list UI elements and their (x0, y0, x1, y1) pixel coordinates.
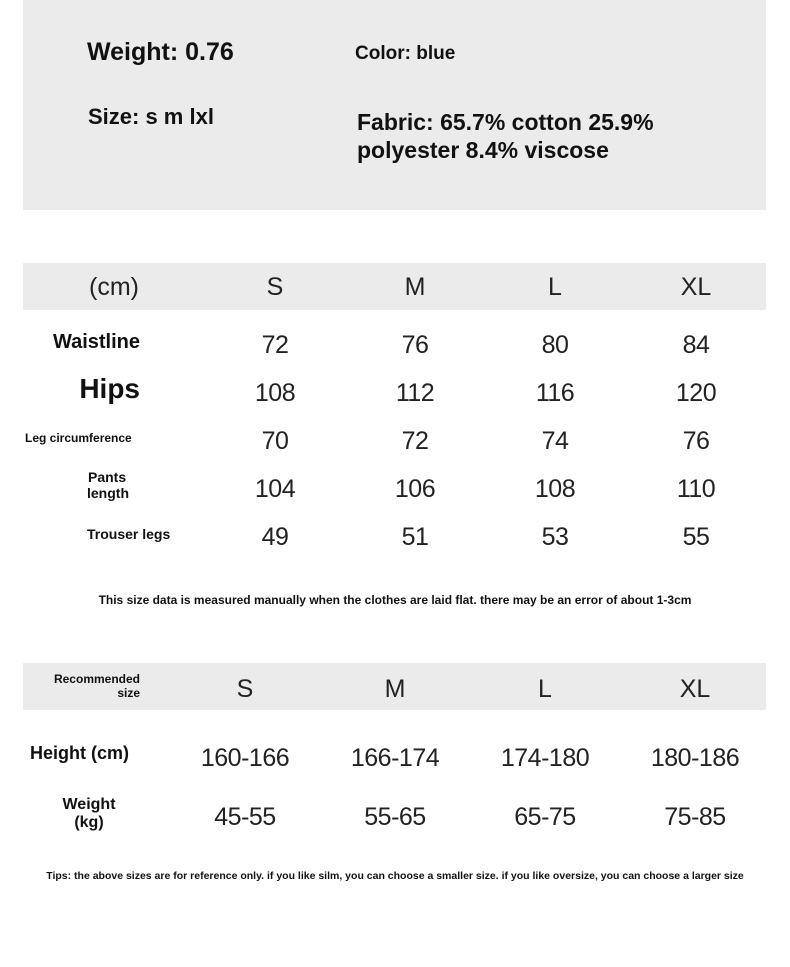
measurement-cell: 53 (541, 523, 569, 551)
measurement-header-row (23, 263, 766, 310)
size-info: Size: s m lxl (88, 104, 214, 129)
measurement-cell: 110 (676, 475, 716, 503)
weight-range-cell: 75-85 (664, 803, 726, 831)
pants-label-line-2: length (87, 485, 129, 501)
row-label-waistline: Waistline (52, 331, 140, 353)
rec-size-l: L (538, 675, 552, 703)
weight-label-line-2: (kg) (74, 814, 104, 831)
measurement-cell: 106 (394, 475, 436, 503)
product-info-panel (23, 0, 766, 210)
weight-range-cell: 45-55 (214, 803, 276, 831)
rec-size-xl: XL (679, 675, 711, 703)
measurement-cell: 70 (261, 427, 289, 455)
measurement-cell: 108 (534, 475, 576, 503)
tips-note: Tips: the above sizes are for reference … (46, 870, 744, 882)
weight-label-line-1: Weight (62, 796, 116, 813)
pants-label-line-1: Pants (88, 469, 127, 485)
fabric-info: Fabric: 65.7% cotton 25.9% polyester 8.4… (357, 108, 654, 164)
recommendation-header-row (23, 663, 766, 710)
size-header-l: L (548, 273, 562, 301)
measurement-cell: 80 (541, 331, 569, 359)
height-label: Height (cm) (30, 743, 129, 763)
weight-range-cell: 65-75 (514, 803, 576, 831)
measurement-cell: 76 (682, 427, 710, 455)
measurement-cell: 49 (261, 523, 289, 551)
size-header-s: S (266, 273, 284, 301)
row-label-pants-length: Pants length (87, 469, 129, 501)
fabric-line-2: polyester 8.4% viscose (357, 137, 609, 163)
rec-size-s: S (236, 675, 254, 703)
height-range-cell: 174-180 (500, 744, 590, 772)
color-info: Color: blue (355, 43, 456, 64)
weight-label: Weight (kg) (44, 796, 134, 832)
size-header-m: M (404, 273, 426, 301)
size-header-xl: XL (680, 273, 712, 301)
measurement-cell: 104 (254, 475, 296, 503)
measurement-note: This size data is measured manually when… (98, 593, 692, 607)
measurement-cell: 116 (535, 379, 575, 407)
measurement-cell: 72 (401, 427, 429, 455)
rec-size-m: M (384, 675, 406, 703)
weight-info: Weight: 0.76 (87, 38, 234, 66)
height-range-cell: 180-186 (650, 744, 740, 772)
rec-header-line-2: size (117, 686, 140, 700)
row-label-hips: Hips (79, 373, 140, 404)
row-label-trouser-legs: Trouser legs (87, 526, 171, 542)
rec-header-line-1: Recommended (53, 672, 140, 686)
unit-header: (cm) (89, 273, 139, 301)
measurement-cell: 51 (401, 523, 429, 551)
weight-range-cell: 55-65 (364, 803, 426, 831)
measurement-cell: 108 (254, 379, 296, 407)
height-range-cell: 166-174 (350, 744, 440, 772)
measurement-cell: 72 (261, 331, 289, 359)
recommended-size-header: Recommended size (54, 672, 140, 700)
measurement-cell: 55 (682, 523, 710, 551)
height-range-cell: 160-166 (200, 744, 290, 772)
measurement-cell: 112 (395, 379, 435, 407)
row-label-leg-circumference: Leg circumference (25, 431, 132, 445)
measurement-cell: 84 (682, 331, 710, 359)
measurement-cell: 74 (541, 427, 569, 455)
measurement-cell: 76 (401, 331, 429, 359)
measurement-cell: 120 (675, 379, 717, 407)
fabric-line-1: Fabric: 65.7% cotton 25.9% (357, 109, 654, 135)
